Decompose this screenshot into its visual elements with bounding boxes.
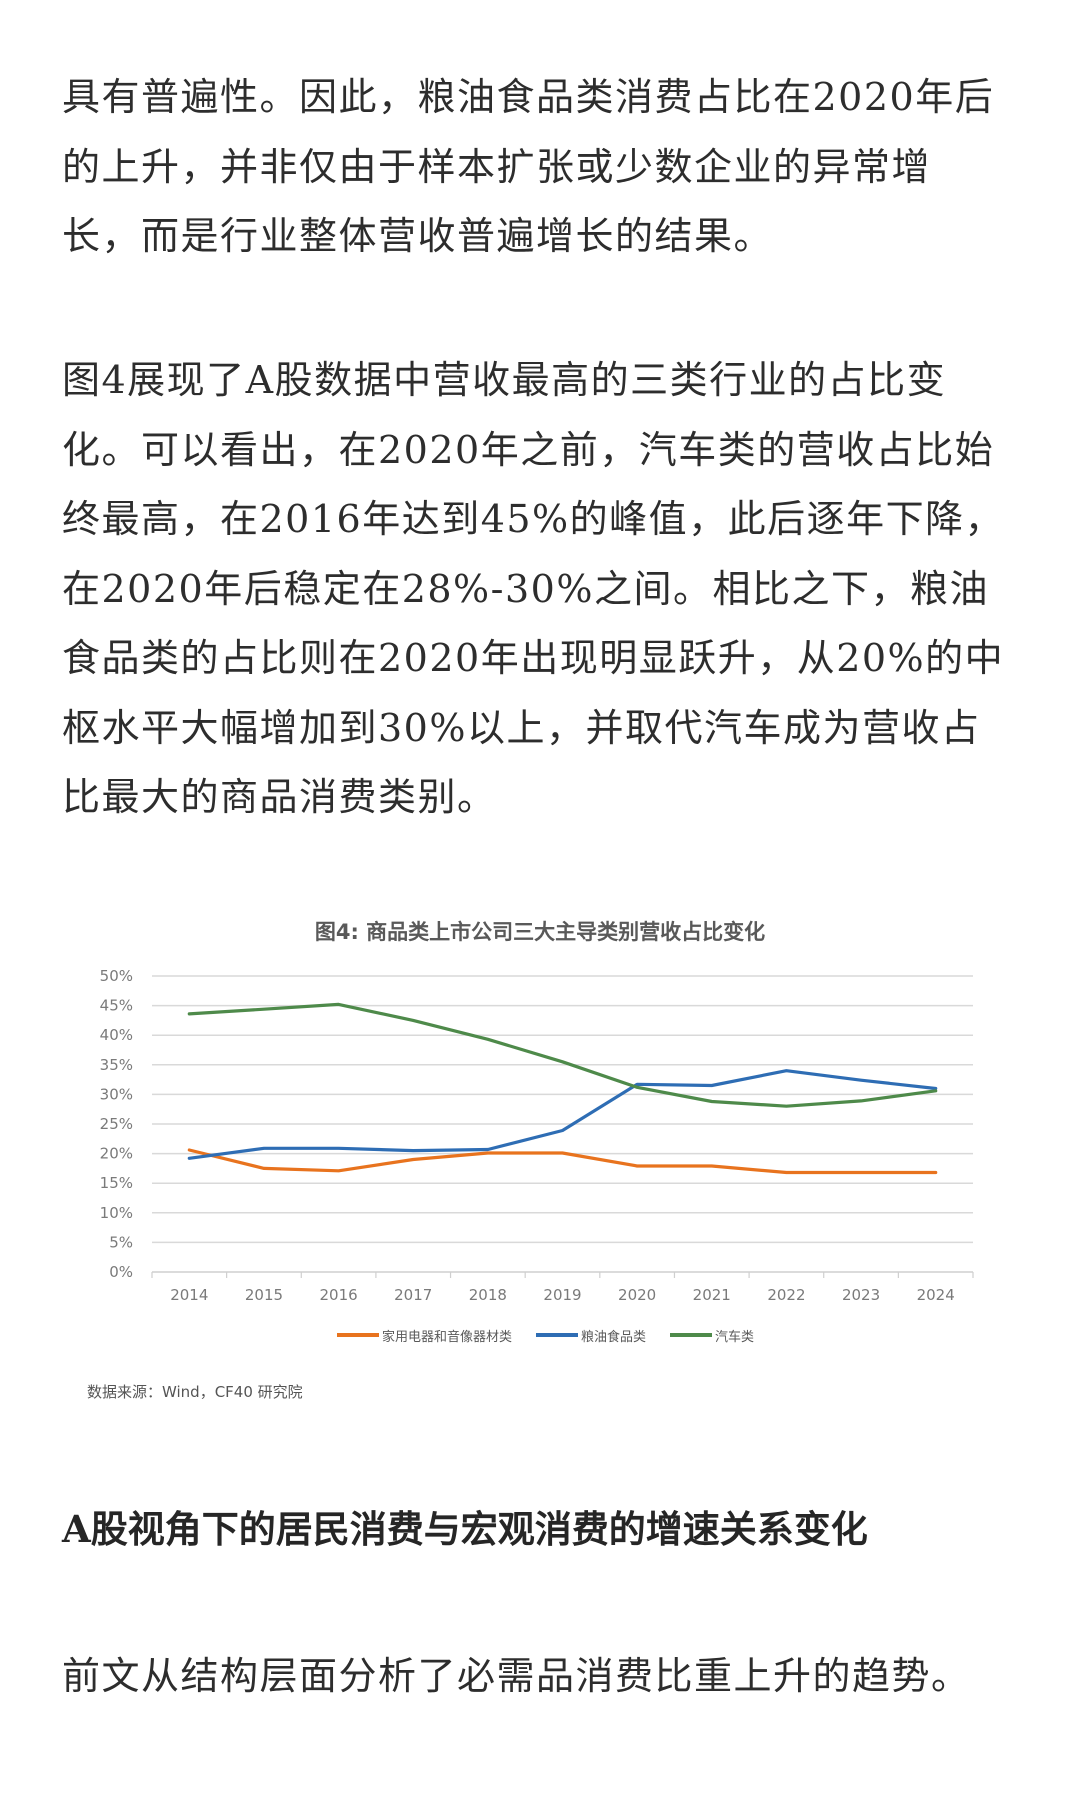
legend-label: 家用电器和音像器材类 [382, 1329, 513, 1345]
legend-swatch-green [670, 1333, 713, 1337]
series-line-grain-oil-food [187, 1069, 938, 1160]
x-tick-label: 2018 [469, 1286, 507, 1304]
chart-gridlines [152, 975, 973, 1244]
y-tick-label: 50% [100, 967, 133, 985]
legend-label: 粮油食品类 [581, 1329, 647, 1345]
legend-label: 汽车类 [715, 1329, 755, 1345]
x-tick-label: 2022 [767, 1286, 805, 1304]
text-line: 食品类的占比则在2020年出现明显跃升，从20%的中 [62, 636, 1005, 680]
text-line: 比最大的商品消费类别。 [62, 775, 497, 819]
x-tick-label: 2016 [319, 1286, 357, 1304]
x-tick-label: 2020 [618, 1286, 656, 1304]
text-line: 长，而是行业整体营收普遍增长的结果。 [62, 214, 774, 258]
y-tick-label: 5% [109, 1233, 133, 1251]
y-tick-label: 20% [100, 1145, 133, 1163]
legend-swatch-orange [337, 1333, 379, 1337]
y-tick-label: 40% [100, 1026, 133, 1044]
paragraph-1: 具有普遍性。因此，粮油食品类消费占比在2020年后 的上升，并非仅由于样本扩张或… [62, 63, 1022, 272]
y-tick-label: 35% [100, 1056, 133, 1074]
text-line: 的上升，并非仅由于样本扩张或少数企业的异常增 [62, 144, 932, 189]
chart-y-axis-labels: 0% 5% 10% 15% 20% 25% 30% 35% 40% 45% 50% [100, 967, 133, 1281]
legend-swatch-blue [536, 1333, 579, 1337]
legend-item-appliances: 家用电器和音像器材类 [337, 1326, 512, 1345]
y-tick-label: 25% [100, 1115, 133, 1133]
y-tick-label: 30% [100, 1085, 133, 1103]
x-tick-label: 2021 [693, 1286, 731, 1304]
text-line: 枢水平大幅增加到30%以上，并取代汽车成为营收占 [62, 705, 981, 750]
data-source-note: 数据来源：Wind，CF40 研究院 [87, 1383, 303, 1401]
text-line: 具有普遍性。因此，粮油食品类消费占比在2020年后 [62, 75, 995, 119]
text-line: 前文从结构层面分析了必需品消费比重上升的趋势。 [62, 1654, 971, 1698]
line-chart: 0% 5% 10% 15% 20% 25% 30% 35% 40% 45% 50% 2014 2015… [100, 967, 974, 1304]
y-tick-label: 45% [100, 997, 133, 1015]
x-tick-label: 2024 [917, 1286, 955, 1304]
chart-x-axis [151, 1271, 974, 1278]
figure-4: 图4: 商品类上市公司三大主导类别营收占比变化 0% 5% 10% 15% 20% 25%… [0, 900, 1080, 1420]
text-line: 在2020年后稳定在28%-30%之间。相比之下，粮油 [62, 566, 989, 611]
y-tick-label: 0% [109, 1263, 133, 1281]
paragraph-2: 图4展现了A股数据中营收最高的三类行业的占比变 化。可以看出，在2020年之前，… [62, 346, 1022, 833]
paragraph-3: 前文从结构层面分析了必需品消费比重上升的趋势。 [62, 1642, 1022, 1712]
x-tick-label: 2015 [245, 1286, 283, 1304]
text-line: 化。可以看出，在2020年之前，汽车类的营收占比始 [62, 427, 995, 472]
x-tick-label: 2017 [394, 1286, 432, 1304]
text-line: 终最高，在2016年达到45%的峰值，此后逐年下降， [62, 497, 1005, 541]
series-line-automobile [187, 1002, 938, 1108]
section-heading: A股视角下的居民消费与宏观消费的增速关系变化 [62, 1507, 868, 1551]
chart-title: 图4: 商品类上市公司三大主导类别营收占比变化 [314, 920, 766, 944]
x-tick-label: 2023 [842, 1286, 880, 1304]
legend-item-automobile: 汽车类 [670, 1326, 754, 1345]
y-tick-label: 10% [100, 1204, 133, 1222]
x-tick-label: 2014 [170, 1286, 208, 1304]
chart-series [187, 1002, 938, 1175]
x-tick-label: 2019 [543, 1286, 581, 1304]
text-line: 图4展现了A股数据中营收最高的三类行业的占比变 [62, 358, 947, 402]
series-line-appliances [187, 1148, 938, 1175]
chart-legend: 家用电器和音像器材类 粮油食品类 汽车类 [337, 1325, 778, 1345]
legend-item-grain-oil-food: 粮油食品类 [536, 1326, 646, 1345]
y-tick-label: 15% [100, 1174, 133, 1192]
chart-x-axis-labels: 2014 2015 2016 2017 2018 2019 2020 2021 2022 2023… [170, 1286, 955, 1304]
